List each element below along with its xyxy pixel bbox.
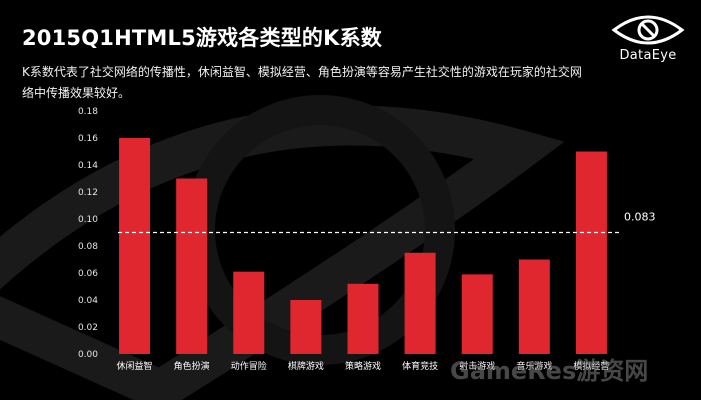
- bar: [404, 252, 436, 354]
- bar: [575, 151, 607, 354]
- reference-line-label: 0.083: [624, 211, 656, 224]
- page-subtitle: K系数代表了社交网络的传播性，休闲益智、模拟经营、角色扮演等容易产生社交性的游戏…: [22, 65, 582, 100]
- bar: [518, 259, 550, 354]
- watermark: GameRes游资网: [450, 357, 649, 385]
- x-tick-label: 休闲益智: [117, 360, 153, 372]
- y-tick-label: 0.18: [78, 107, 98, 117]
- logo-text: DataEye: [619, 48, 677, 63]
- bar: [290, 300, 322, 354]
- y-tick-label: 0.00: [78, 350, 98, 360]
- x-tick-label: 体育竞技: [402, 360, 438, 372]
- bar: [461, 274, 493, 354]
- bar: [347, 283, 379, 354]
- y-tick-label: 0.04: [78, 296, 98, 306]
- bar: [176, 178, 208, 354]
- page-title: 2015Q1HTML5游戏各类型的K系数: [22, 26, 382, 50]
- y-tick-label: 0.14: [78, 161, 98, 171]
- y-tick-label: 0.06: [78, 269, 98, 279]
- y-tick-label: 0.08: [78, 242, 98, 252]
- x-tick-label: 角色扮演: [174, 360, 210, 372]
- y-tick-label: 0.16: [78, 134, 98, 144]
- x-tick-label: 策略游戏: [345, 360, 381, 372]
- y-tick-label: 0.12: [78, 188, 98, 198]
- bar: [233, 271, 265, 354]
- y-tick-label: 0.10: [78, 215, 98, 225]
- x-tick-label: 棋牌游戏: [288, 360, 324, 372]
- x-tick-label: 动作冒险: [231, 360, 267, 372]
- y-tick-label: 0.02: [78, 323, 98, 333]
- x-tick-label: 射击游戏: [459, 360, 495, 372]
- x-tick-label: 音乐游戏: [516, 360, 552, 372]
- eye-logo-icon: [611, 15, 685, 45]
- bar: [119, 138, 151, 354]
- x-tick-label: 模拟经营: [573, 360, 609, 372]
